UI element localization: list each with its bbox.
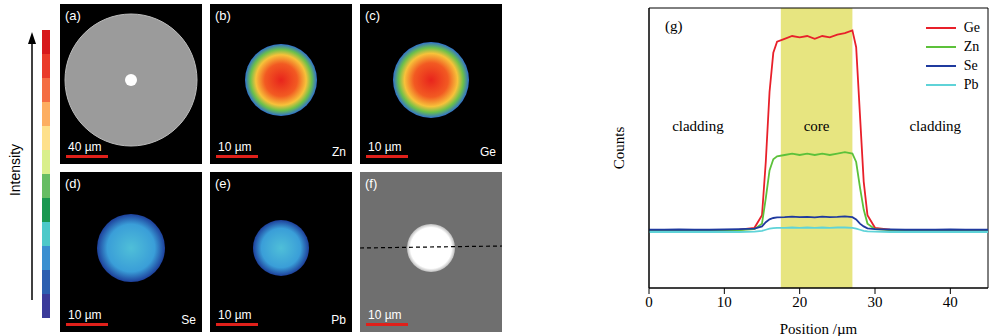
svg-text:(f): (f) — [365, 176, 377, 191]
html-text:Zn: Zn — [963, 38, 980, 54]
html-text:(g): (g) — [665, 18, 683, 34]
svg-text:(d): (d) — [65, 176, 81, 191]
svg-text:(a): (a) — [65, 8, 81, 23]
svg-text:Counts: Counts — [611, 127, 627, 170]
svg-text:10 µm: 10 µm — [218, 140, 252, 154]
svg-text:10 µm: 10 µm — [368, 308, 402, 322]
svg-text:core: core — [804, 118, 830, 134]
svg-text:(b): (b) — [215, 8, 231, 23]
svg-text:Pb: Pb — [331, 313, 346, 327]
svg-text:Se: Se — [181, 313, 196, 327]
html-text:Pb: Pb — [963, 76, 979, 92]
svg-text:Intensity: Intensity — [7, 144, 23, 196]
svg-text:40: 40 — [943, 294, 958, 310]
svg-text:(c): (c) — [365, 8, 380, 23]
svg-text:10: 10 — [717, 294, 732, 310]
svg-text:10 µm: 10 µm — [218, 308, 252, 322]
svg-text:20: 20 — [792, 294, 807, 310]
svg-text:0: 0 — [645, 294, 653, 310]
svg-text:30: 30 — [868, 294, 883, 310]
html-text:Ge: Ge — [963, 19, 980, 35]
svg-text:Ge: Ge — [480, 145, 496, 159]
svg-text:Zn: Zn — [332, 145, 346, 159]
svg-text:(e): (e) — [215, 176, 231, 191]
svg-text:10 µm: 10 µm — [368, 140, 402, 154]
svg-text:10 µm: 10 µm — [68, 308, 102, 322]
html-text:Se: Se — [963, 57, 978, 73]
svg-text:40 µm: 40 µm — [68, 140, 102, 154]
svg-text:cladding: cladding — [909, 118, 961, 134]
svg-text:cladding: cladding — [672, 118, 724, 134]
svg-text:Position /µm: Position /µm — [780, 321, 858, 336]
